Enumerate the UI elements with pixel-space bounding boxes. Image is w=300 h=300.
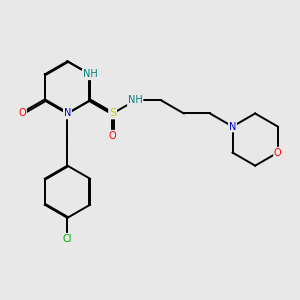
Text: NH: NH <box>83 69 98 80</box>
Text: O: O <box>18 109 26 118</box>
Text: N: N <box>229 122 236 131</box>
Text: N: N <box>64 109 71 118</box>
Text: O: O <box>109 131 116 141</box>
Text: O: O <box>274 148 282 158</box>
Text: S: S <box>109 109 116 118</box>
Text: Cl: Cl <box>63 234 72 244</box>
Text: NH: NH <box>128 95 142 105</box>
